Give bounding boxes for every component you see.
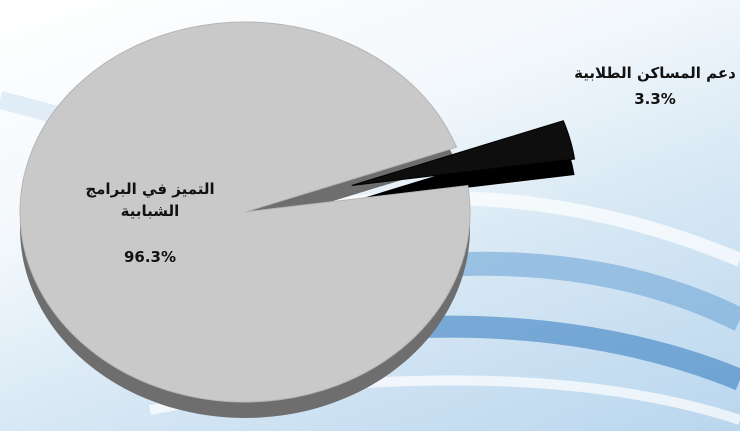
pie [19, 21, 576, 418]
pie-slice [19, 21, 471, 403]
slice-label: التميز في البرامج الشبابية [85, 180, 215, 220]
slice-label: 96.3% [123, 248, 177, 266]
slice-label: دعم المساكن الطلابية [574, 64, 736, 82]
slice-label: 3.3% [634, 90, 676, 108]
pie-slice [351, 120, 576, 186]
